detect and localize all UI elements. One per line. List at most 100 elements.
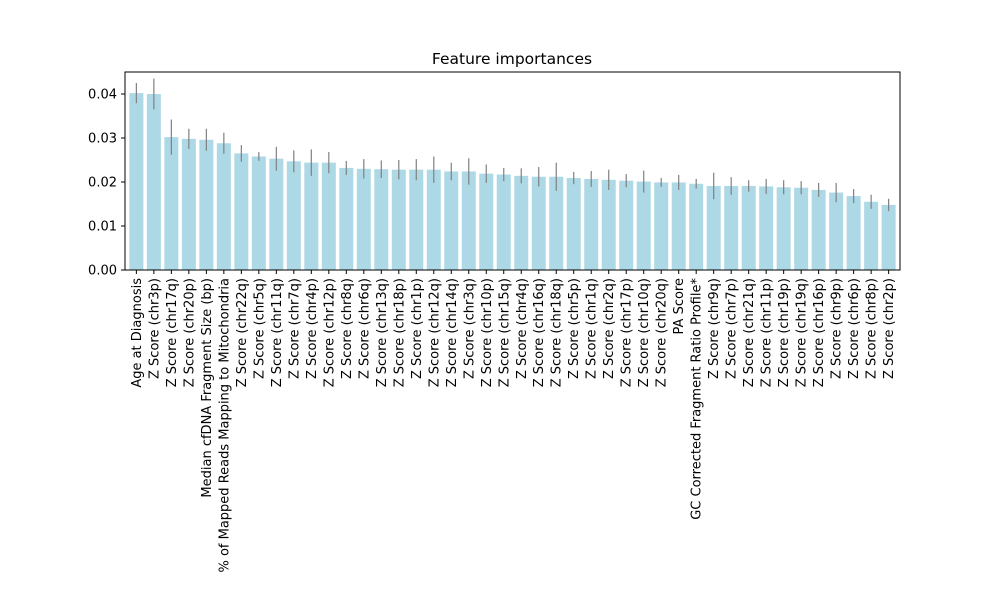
x-tick-label: Z Score (chr11p)	[760, 278, 775, 387]
bar	[374, 169, 389, 270]
x-tick-label: Z Score (chr4q)	[515, 278, 530, 379]
bar	[881, 204, 896, 270]
x-tick-label: Z Score (chr9p)	[830, 278, 845, 379]
x-tick-label: Z Score (chr12q)	[427, 278, 442, 387]
x-tick-label: Z Score (chr10p)	[480, 278, 495, 387]
x-tick-label: Z Score (chr1q)	[585, 278, 600, 379]
x-tick-label: Z Score (chr9q)	[707, 278, 722, 379]
x-tick-label: Z Score (chr4p)	[305, 278, 320, 379]
x-tick-label: Z Score (chr15q)	[497, 278, 512, 387]
y-tick-label: 0.04	[88, 88, 117, 103]
x-axis: Age at Diagnosis Z Score (chr3p) Z Score (…	[130, 270, 897, 573]
bar	[636, 181, 651, 270]
x-tick-label: Z Score (chr5p)	[567, 278, 582, 379]
x-tick-label: Z Score (chr2p)	[882, 278, 897, 379]
x-tick-label: PA Score	[672, 278, 687, 334]
bar	[864, 201, 879, 270]
bar	[164, 137, 179, 270]
bar	[549, 176, 564, 270]
bar	[286, 161, 301, 270]
x-tick-label: Z Score (chr11q)	[270, 278, 285, 387]
bar	[339, 167, 354, 270]
bar	[444, 171, 459, 270]
bar	[181, 138, 196, 270]
x-tick-label: Z Score (chr6p)	[847, 278, 862, 379]
bar	[461, 171, 476, 270]
y-tick-label: 0.03	[88, 132, 117, 147]
x-tick-label: Z Score (chr10q)	[637, 278, 652, 387]
x-tick-label: Z Score (chr14q)	[445, 278, 460, 387]
bar	[234, 153, 249, 270]
x-tick-label: Z Score (chr18q)	[550, 278, 565, 387]
bar	[584, 178, 599, 270]
bar	[216, 143, 231, 270]
x-tick-label: % of Mapped Reads Mapping to Mitochondri…	[217, 278, 232, 573]
bar	[269, 158, 284, 270]
x-tick-label: Z Score (chr17q)	[165, 278, 180, 387]
bar	[654, 182, 669, 270]
x-tick-label: Z Score (chr3q)	[462, 278, 477, 379]
bar	[741, 185, 756, 270]
bar	[146, 94, 161, 270]
bar	[514, 175, 529, 270]
bar	[689, 183, 704, 270]
bar	[706, 185, 721, 270]
x-tick-label: Z Score (chr13q)	[375, 278, 390, 387]
plot-frame	[124, 71, 901, 271]
x-tick-label: Z Score (chr20q)	[655, 278, 670, 387]
chart-title: Feature importances	[432, 50, 592, 68]
bar	[776, 187, 791, 270]
x-tick-label: Z Score (chr3p)	[147, 278, 162, 379]
x-tick-label: Z Score (chr16q)	[532, 278, 547, 387]
x-tick-label: Z Score (chr8q)	[340, 278, 355, 379]
x-tick-label: Z Score (chr20p)	[182, 278, 197, 387]
bar	[391, 169, 406, 270]
bar	[724, 185, 739, 270]
x-tick-label: Z Score (chr12p)	[322, 278, 337, 387]
error-bars-group	[135, 78, 890, 212]
x-tick-label: Age at Diagnosis	[130, 278, 145, 388]
bar	[496, 174, 511, 270]
bar	[794, 187, 809, 270]
x-tick-label: Median cfDNA Fragment Size (bp)	[200, 278, 215, 498]
x-tick-label: Z Score (chr7p)	[725, 278, 740, 379]
x-tick-label: Z Score (chr7q)	[287, 278, 302, 379]
bars-group	[129, 93, 896, 271]
x-tick-label: Z Score (chr21q)	[742, 278, 757, 387]
bar	[811, 189, 826, 270]
bar	[601, 179, 616, 270]
x-tick-label: Z Score (chr22q)	[235, 278, 250, 387]
bar	[304, 162, 319, 270]
x-tick-label: Z Score (chr17p)	[620, 278, 635, 387]
y-tick-label: 0.00	[88, 264, 117, 279]
y-tick-label: 0.01	[88, 220, 117, 235]
x-tick-label: Z Score (chr5q)	[252, 278, 267, 379]
bar	[251, 156, 266, 270]
y-axis: 0.00 0.01 0.02 0.03 0.04	[88, 88, 125, 279]
bar	[356, 168, 371, 270]
bar	[479, 173, 494, 270]
x-tick-label: Z Score (chr1p)	[410, 278, 425, 379]
x-tick-label: Z Score (chr18p)	[392, 278, 407, 387]
x-tick-label: Z Score (chr2q)	[602, 278, 617, 379]
bar	[619, 180, 634, 270]
y-tick-label: 0.02	[88, 176, 117, 191]
x-tick-label: Z Score (chr16p)	[812, 278, 827, 387]
bar	[321, 162, 336, 270]
bar	[671, 182, 686, 270]
bar	[129, 93, 144, 271]
bar	[409, 169, 424, 270]
bar	[759, 186, 774, 270]
bar	[566, 178, 581, 270]
x-tick-label: Z Score (chr19p)	[777, 278, 792, 387]
bar	[829, 192, 844, 270]
bar	[199, 139, 214, 270]
x-tick-label: Z Score (chr19q)	[795, 278, 810, 387]
x-tick-label: Z Score (chr6q)	[357, 278, 372, 379]
x-tick-label: GC Corrected Fragment Ratio Profile*	[690, 278, 705, 520]
bar	[426, 169, 441, 270]
x-tick-label: Z Score (chr8p)	[865, 278, 880, 379]
bar	[531, 176, 546, 270]
bar	[846, 196, 861, 270]
